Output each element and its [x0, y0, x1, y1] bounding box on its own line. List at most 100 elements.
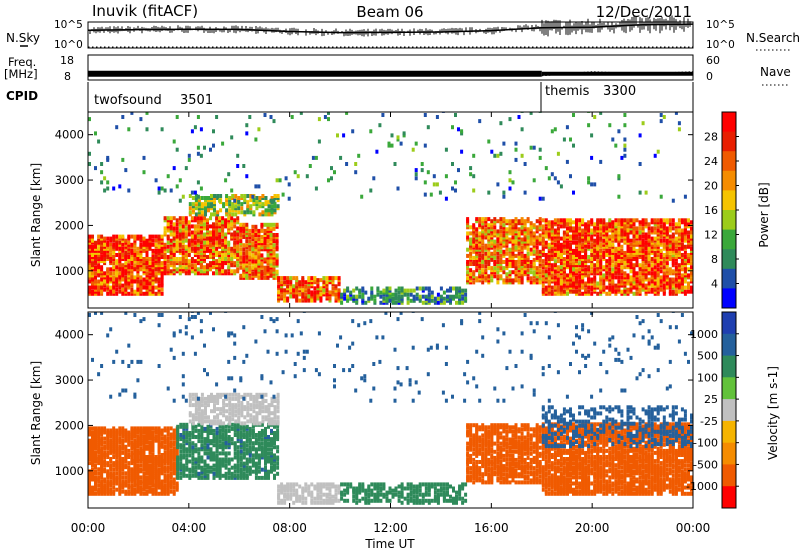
data-cell	[181, 228, 185, 233]
data-cell	[94, 131, 97, 136]
data-cell	[106, 469, 110, 474]
data-cell	[466, 219, 470, 224]
data-cell	[175, 218, 179, 223]
data-cell	[97, 426, 101, 431]
data-cell	[629, 269, 633, 274]
data-cell	[517, 272, 521, 277]
data-cell	[547, 267, 551, 272]
data-cell	[665, 283, 669, 288]
data-cell	[254, 265, 258, 270]
data-cell	[97, 279, 101, 284]
freq-tick-high: 18	[60, 54, 74, 67]
data-cell	[280, 284, 284, 289]
data-cell	[157, 244, 161, 249]
data-cell	[112, 473, 116, 478]
data-cell	[187, 228, 191, 233]
data-cell	[127, 259, 131, 264]
data-cell	[584, 242, 588, 247]
data-cell	[91, 289, 94, 294]
data-cell	[668, 228, 672, 233]
data-cell	[556, 248, 560, 253]
data-cell	[322, 276, 326, 281]
data-cell	[319, 292, 323, 297]
data-cell	[493, 243, 497, 248]
data-cell	[242, 247, 246, 252]
data-cell	[163, 242, 167, 247]
data-cell	[145, 426, 149, 431]
data-cell	[224, 257, 228, 261]
data-cell	[310, 276, 314, 281]
data-cell	[541, 263, 545, 268]
data-cell	[233, 263, 237, 268]
data-cell	[538, 249, 542, 254]
data-cell	[544, 287, 548, 292]
data-cell	[505, 272, 509, 277]
data-cell	[493, 268, 497, 273]
data-cell	[623, 259, 627, 264]
data-cell	[142, 155, 146, 160]
data-cell	[382, 298, 386, 303]
data-cell	[103, 236, 107, 241]
data-cell	[215, 218, 219, 223]
data-cell	[438, 190, 442, 195]
data-cell	[390, 143, 394, 148]
data-cell	[327, 112, 330, 115]
data-cell	[444, 147, 448, 152]
data-cell	[541, 273, 545, 278]
data-cell	[469, 239, 473, 244]
nave-line	[541, 71, 694, 77]
data-cell	[683, 279, 687, 284]
data-cell	[313, 290, 317, 295]
data-cell	[611, 279, 615, 284]
data-cell	[653, 226, 657, 231]
data-cell	[330, 176, 333, 181]
data-cell	[266, 237, 270, 242]
data-cell	[617, 267, 621, 272]
data-cell	[175, 242, 179, 247]
data-cell	[578, 226, 582, 231]
data-cell	[668, 242, 672, 247]
data-cell	[334, 294, 338, 299]
data-cell	[127, 273, 131, 278]
data-cell	[219, 194, 223, 198]
data-cell	[270, 212, 274, 217]
data-cell	[334, 292, 338, 297]
data-cell	[469, 237, 473, 242]
data-cell	[559, 218, 563, 223]
data-cell	[145, 265, 149, 270]
freq-band	[88, 70, 542, 77]
data-cell	[602, 277, 606, 282]
data-cell	[115, 453, 119, 457]
data-cell	[569, 255, 572, 259]
data-cell	[204, 202, 207, 207]
data-cell	[100, 473, 104, 478]
data-cell	[575, 228, 578, 233]
data-cell	[154, 291, 158, 296]
data-cell	[224, 234, 228, 239]
data-cell	[255, 200, 259, 205]
data-cell	[550, 129, 554, 134]
data-cell	[677, 127, 681, 132]
data-cell	[529, 251, 533, 256]
data-cell	[121, 489, 125, 494]
data-cell	[251, 259, 255, 264]
data-cell	[690, 234, 693, 239]
data-cell	[327, 178, 330, 183]
data-cell	[490, 229, 494, 234]
data-cell	[623, 234, 627, 239]
data-cell	[559, 279, 563, 284]
data-cell	[575, 248, 578, 253]
data-cell	[562, 283, 566, 288]
data-cell	[514, 266, 518, 271]
data-cell	[514, 217, 518, 222]
data-cell	[650, 218, 654, 223]
data-cell	[520, 225, 524, 230]
data-cell	[668, 248, 672, 253]
data-cell	[493, 225, 497, 230]
data-cell	[257, 228, 261, 233]
data-cell	[632, 226, 636, 231]
data-cell	[160, 127, 164, 132]
data-cell	[565, 125, 569, 130]
data-cell	[242, 164, 246, 168]
data-cell	[529, 229, 533, 234]
